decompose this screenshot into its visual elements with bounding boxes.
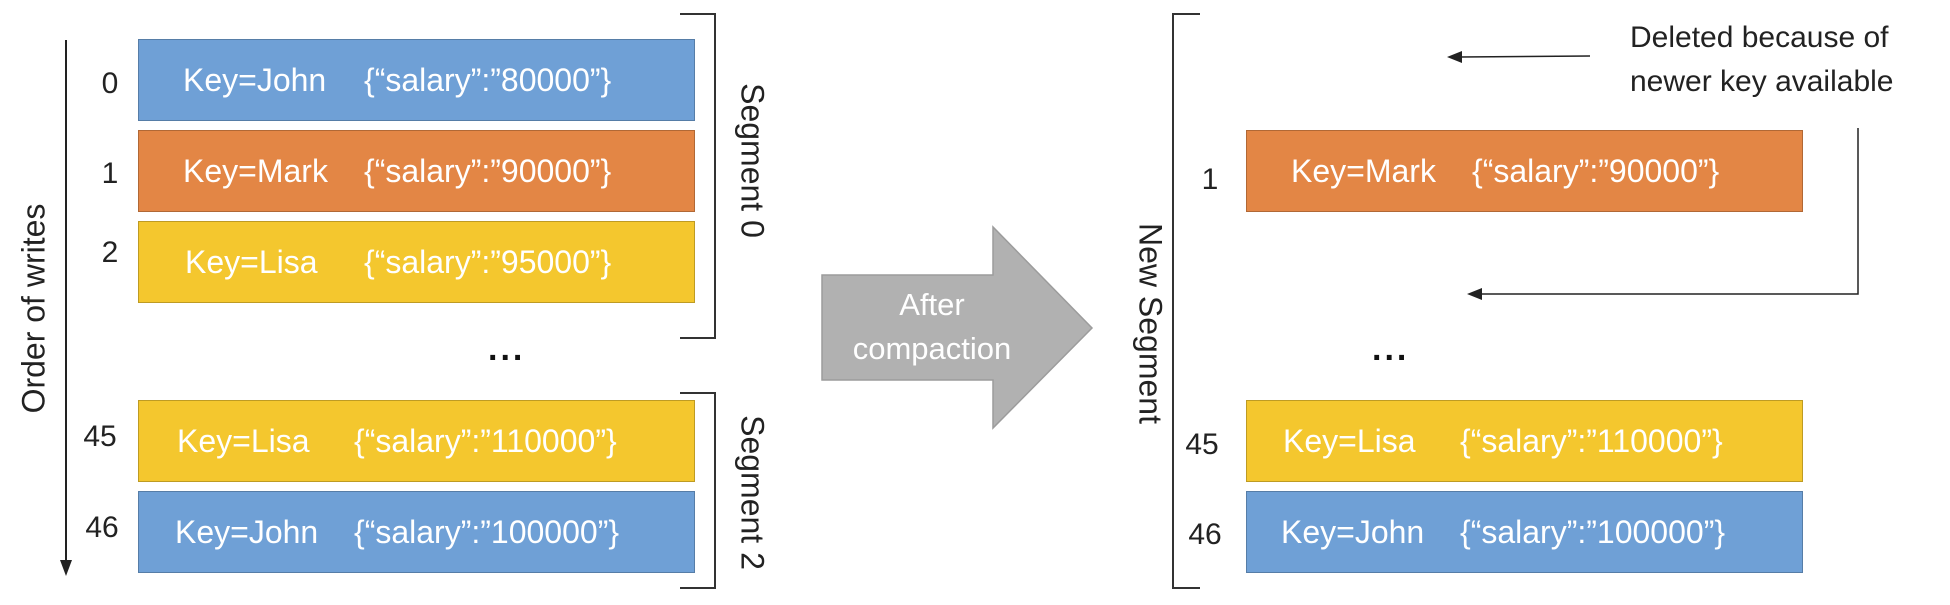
deleted-arrow-top-head bbox=[1447, 51, 1462, 63]
record-value: {“salary”:”90000”} bbox=[1472, 152, 1720, 189]
new-segment-bracket bbox=[1172, 13, 1200, 589]
deleted-arrow-bottom-line bbox=[1482, 128, 1859, 295]
record-key: Key=John bbox=[1281, 513, 1425, 550]
record-row: Key=John {“salary”:”100000”} bbox=[138, 491, 695, 573]
record-index: 1 bbox=[101, 157, 119, 190]
right-ellipsis: ... bbox=[1372, 330, 1410, 368]
order-of-writes-label: Order of writes bbox=[15, 203, 52, 414]
record-index: 45 bbox=[1185, 428, 1219, 461]
record-row: Key=John {“salary”:”100000”} bbox=[1246, 491, 1803, 573]
left-ellipsis: ... bbox=[488, 330, 526, 368]
record-key: Key=John bbox=[175, 513, 319, 550]
record-row: Key=Mark {“salary”:”90000”} bbox=[138, 130, 695, 212]
record-value: {“salary”:”90000”} bbox=[364, 152, 612, 189]
record-row: Key=Lisa {“salary”:”95000”} bbox=[138, 221, 695, 303]
deleted-arrow-top-line bbox=[1459, 55, 1591, 58]
deleted-note-line2: newer key available bbox=[1630, 65, 1894, 98]
order-axis-arrowhead bbox=[60, 560, 72, 576]
compaction-label-line1: After bbox=[899, 287, 965, 322]
new-segment-label: New Segment bbox=[1132, 223, 1169, 424]
record-index: 0 bbox=[101, 67, 119, 100]
segment-2-label: Segment 2 bbox=[734, 415, 771, 570]
deleted-note-line1: Deleted because of bbox=[1630, 21, 1889, 54]
record-value: {“salary”:”95000”} bbox=[364, 243, 612, 280]
record-row: Key=John {“salary”:”80000”} bbox=[138, 39, 695, 121]
segment-0-label: Segment 0 bbox=[734, 83, 771, 238]
record-index: 46 bbox=[1188, 518, 1222, 551]
record-key: Key=Mark bbox=[1291, 152, 1436, 189]
record-index: 45 bbox=[83, 420, 117, 453]
record-row: Key=Lisa {“salary”:”110000”} bbox=[1246, 400, 1803, 482]
compaction-label-line2: compaction bbox=[852, 331, 1012, 366]
record-value: {“salary”:”100000”} bbox=[1460, 513, 1726, 550]
record-value: {“salary”:”110000”} bbox=[1460, 422, 1723, 459]
record-row: Key=Lisa {“salary”:”110000”} bbox=[138, 400, 695, 482]
record-key: Key=Mark bbox=[183, 152, 328, 189]
record-key: Key=Lisa bbox=[177, 422, 310, 459]
record-key: Key=Lisa bbox=[185, 243, 318, 280]
segment2-bracket bbox=[680, 392, 716, 589]
compaction-arrow bbox=[821, 225, 1094, 430]
record-index: 1 bbox=[1201, 163, 1219, 196]
segment0-bracket bbox=[680, 13, 716, 339]
deleted-note: Deleted because of newer key available bbox=[1630, 16, 1893, 104]
record-value: {“salary”:”80000”} bbox=[364, 61, 612, 98]
record-row: Key=Mark {“salary”:”90000”} bbox=[1246, 130, 1803, 212]
record-key: Key=John bbox=[183, 61, 327, 98]
record-index: 46 bbox=[85, 511, 119, 544]
record-value: {“salary”:”100000”} bbox=[354, 513, 620, 550]
record-value: {“salary”:”110000”} bbox=[354, 422, 617, 459]
record-key: Key=Lisa bbox=[1283, 422, 1416, 459]
deleted-arrow-bottom-head bbox=[1467, 288, 1482, 300]
record-index: 2 bbox=[101, 236, 119, 269]
compaction-arrow-label: After compaction bbox=[832, 283, 1032, 371]
